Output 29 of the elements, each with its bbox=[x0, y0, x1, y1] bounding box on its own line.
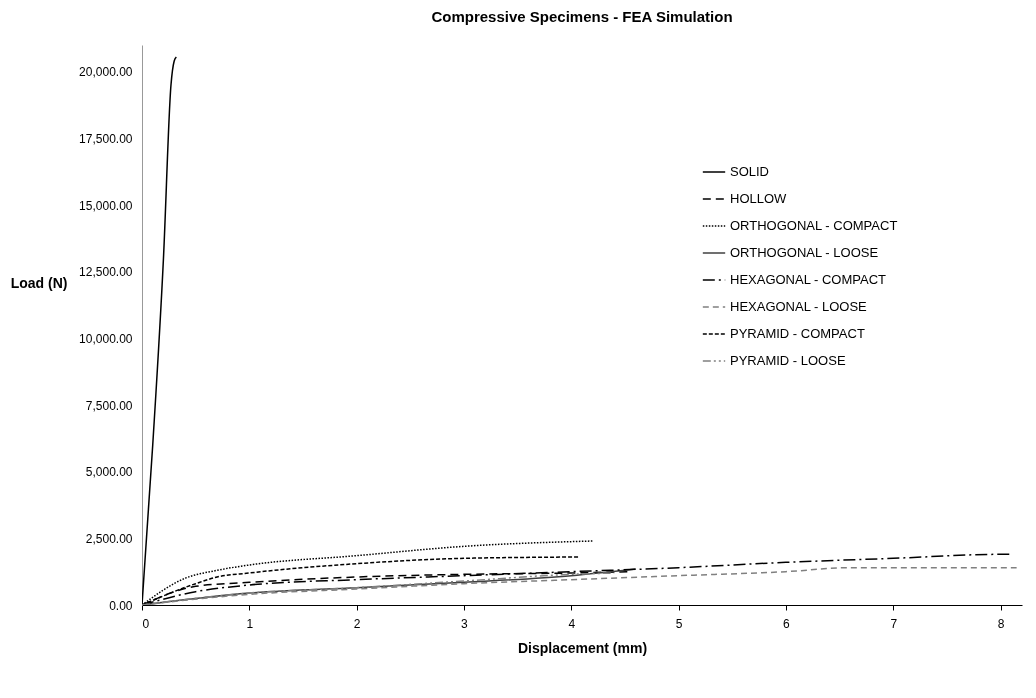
x-axis-title: Displacement (mm) bbox=[517, 639, 648, 656]
legend-label: ORTHOGONAL - COMPACT bbox=[730, 218, 898, 233]
legend-label: PYRAMID - COMPACT bbox=[730, 326, 865, 341]
y-tick-label: 15,000.00 bbox=[79, 198, 133, 213]
x-tick-label: 4 bbox=[568, 616, 576, 631]
y-axis-title: Load (N) bbox=[10, 274, 68, 291]
legend-label: ORTHOGONAL - LOOSE bbox=[730, 245, 879, 260]
x-tick-label: 1 bbox=[246, 616, 254, 631]
y-tick-label: 20,000.00 bbox=[79, 65, 133, 80]
y-tick-label: 17,500.00 bbox=[79, 131, 133, 146]
x-tick-label: 7 bbox=[890, 616, 898, 631]
x-tick-label: 3 bbox=[461, 616, 469, 631]
chart-title: Compressive Specimens - FEA Simulation bbox=[431, 8, 733, 25]
y-tick-label: 2,500.00 bbox=[85, 531, 133, 546]
x-tick-label: 5 bbox=[675, 616, 683, 631]
x-tick-label: 0 bbox=[142, 616, 150, 631]
y-tick-label: 7,500.00 bbox=[85, 398, 133, 413]
legend-label: SOLID bbox=[730, 164, 770, 179]
y-tick-label: 10,000.00 bbox=[79, 331, 133, 346]
legend-label: HEXAGONAL - COMPACT bbox=[730, 272, 887, 287]
y-tick-label: 0.00 bbox=[109, 598, 133, 613]
legend-label: HEXAGONAL - LOOSE bbox=[730, 299, 868, 314]
y-tick-label: 5,000.00 bbox=[85, 465, 133, 480]
legend-label: PYRAMID - LOOSE bbox=[730, 353, 846, 368]
x-tick-label: 8 bbox=[997, 616, 1005, 631]
x-tick-label: 6 bbox=[783, 616, 791, 631]
x-tick-label: 2 bbox=[353, 616, 361, 631]
legend-label: HOLLOW bbox=[730, 191, 788, 206]
y-tick-label: 12,500.00 bbox=[79, 265, 133, 280]
